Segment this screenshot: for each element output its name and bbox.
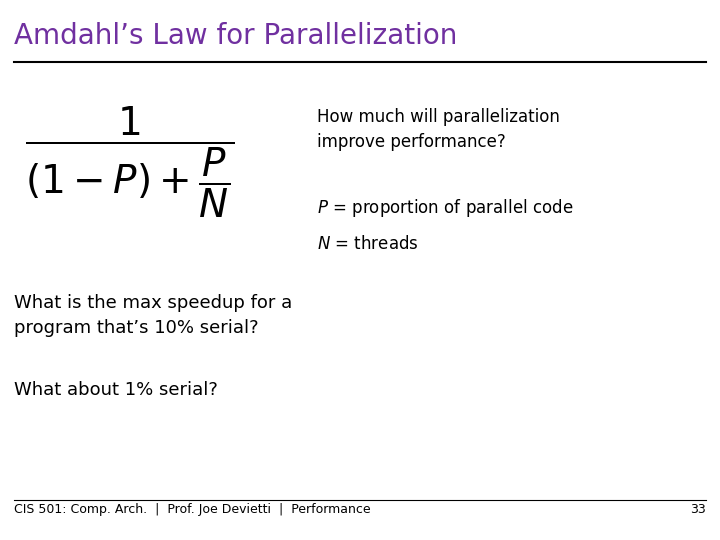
Text: 33: 33 [690,503,706,516]
Text: $\it{P}$ = proportion of parallel code: $\it{P}$ = proportion of parallel code [317,197,573,219]
Text: $\dfrac{1}{(1-P)+\dfrac{P}{N}}$: $\dfrac{1}{(1-P)+\dfrac{P}{N}}$ [24,104,235,220]
Text: What about 1% serial?: What about 1% serial? [14,381,218,399]
Text: CIS 501: Comp. Arch.  |  Prof. Joe Devietti  |  Performance: CIS 501: Comp. Arch. | Prof. Joe Deviett… [14,503,371,516]
Text: $\it{N}$ = threads: $\it{N}$ = threads [317,235,418,253]
Text: What is the max speedup for a
program that’s 10% serial?: What is the max speedup for a program th… [14,294,292,336]
Text: Amdahl’s Law for Parallelization: Amdahl’s Law for Parallelization [14,22,458,50]
Text: How much will parallelization
improve performance?: How much will parallelization improve pe… [317,108,559,151]
